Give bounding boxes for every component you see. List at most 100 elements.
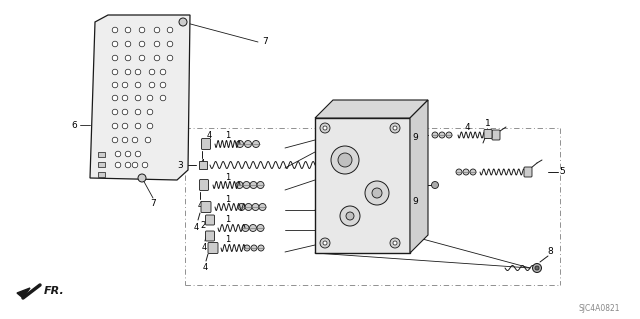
FancyBboxPatch shape <box>484 130 492 138</box>
Circle shape <box>122 137 128 143</box>
Circle shape <box>125 41 131 47</box>
Bar <box>315 118 410 253</box>
Circle shape <box>112 69 118 75</box>
Text: 1: 1 <box>225 131 230 140</box>
Text: 7: 7 <box>150 199 156 209</box>
Circle shape <box>237 140 243 147</box>
Text: 1: 1 <box>485 118 491 128</box>
Circle shape <box>149 69 155 75</box>
Circle shape <box>115 162 121 168</box>
Text: 4: 4 <box>206 131 212 140</box>
Circle shape <box>122 123 128 129</box>
Circle shape <box>160 82 166 88</box>
Circle shape <box>236 182 243 189</box>
Circle shape <box>167 55 173 61</box>
FancyBboxPatch shape <box>205 215 214 225</box>
Circle shape <box>145 137 151 143</box>
Circle shape <box>323 126 327 130</box>
Circle shape <box>149 82 155 88</box>
Circle shape <box>338 153 352 167</box>
Circle shape <box>242 225 249 232</box>
Circle shape <box>365 181 389 205</box>
Circle shape <box>112 109 118 115</box>
Circle shape <box>160 69 166 75</box>
FancyBboxPatch shape <box>200 180 209 190</box>
Circle shape <box>323 241 327 245</box>
Text: 4: 4 <box>464 123 470 132</box>
Bar <box>98 152 105 157</box>
FancyBboxPatch shape <box>208 242 218 254</box>
Circle shape <box>258 245 264 251</box>
Circle shape <box>140 27 145 33</box>
Circle shape <box>245 204 252 211</box>
Circle shape <box>112 95 118 101</box>
Circle shape <box>132 162 138 168</box>
Text: 1: 1 <box>225 216 230 225</box>
Circle shape <box>340 206 360 226</box>
FancyBboxPatch shape <box>492 130 500 140</box>
Circle shape <box>112 55 118 61</box>
Circle shape <box>135 151 141 157</box>
Circle shape <box>257 225 264 232</box>
Circle shape <box>320 238 330 248</box>
Circle shape <box>154 41 160 47</box>
Circle shape <box>135 95 141 101</box>
Circle shape <box>439 132 445 138</box>
Circle shape <box>167 27 173 33</box>
Polygon shape <box>410 100 428 253</box>
Circle shape <box>122 95 128 101</box>
Text: 4: 4 <box>202 243 207 253</box>
Circle shape <box>179 18 187 26</box>
FancyBboxPatch shape <box>201 202 211 212</box>
Circle shape <box>250 182 257 189</box>
Circle shape <box>147 109 153 115</box>
Circle shape <box>253 140 259 147</box>
Circle shape <box>160 95 166 101</box>
Circle shape <box>147 123 153 129</box>
Bar <box>98 172 105 177</box>
Circle shape <box>393 241 397 245</box>
Circle shape <box>456 169 462 175</box>
Circle shape <box>138 174 146 182</box>
Circle shape <box>432 132 438 138</box>
Text: 6: 6 <box>71 121 77 130</box>
Circle shape <box>535 266 539 270</box>
Text: 1: 1 <box>225 173 230 182</box>
Text: 5: 5 <box>559 167 565 176</box>
Text: 4: 4 <box>202 263 207 272</box>
Circle shape <box>135 82 141 88</box>
Text: 4: 4 <box>200 160 205 168</box>
Circle shape <box>244 140 252 147</box>
Text: 4: 4 <box>193 222 198 232</box>
Circle shape <box>393 126 397 130</box>
Circle shape <box>132 137 138 143</box>
Circle shape <box>112 123 118 129</box>
FancyBboxPatch shape <box>205 231 214 241</box>
Circle shape <box>112 82 118 88</box>
Circle shape <box>257 182 264 189</box>
Circle shape <box>125 55 131 61</box>
Circle shape <box>346 212 354 220</box>
Text: 9: 9 <box>412 133 418 143</box>
Text: 4: 4 <box>197 201 203 210</box>
Circle shape <box>112 137 118 143</box>
Circle shape <box>122 82 128 88</box>
Bar <box>98 162 105 167</box>
Circle shape <box>140 55 145 61</box>
Circle shape <box>390 238 400 248</box>
Circle shape <box>135 69 141 75</box>
FancyBboxPatch shape <box>202 138 211 150</box>
Circle shape <box>167 41 173 47</box>
Circle shape <box>243 182 250 189</box>
Circle shape <box>125 69 131 75</box>
Circle shape <box>463 169 469 175</box>
Polygon shape <box>315 100 428 118</box>
Text: 2: 2 <box>200 220 205 229</box>
Circle shape <box>431 182 438 189</box>
Circle shape <box>532 263 541 272</box>
Text: 9: 9 <box>412 197 418 206</box>
Circle shape <box>446 132 452 138</box>
Circle shape <box>238 204 245 211</box>
Circle shape <box>320 123 330 133</box>
Polygon shape <box>90 15 190 180</box>
